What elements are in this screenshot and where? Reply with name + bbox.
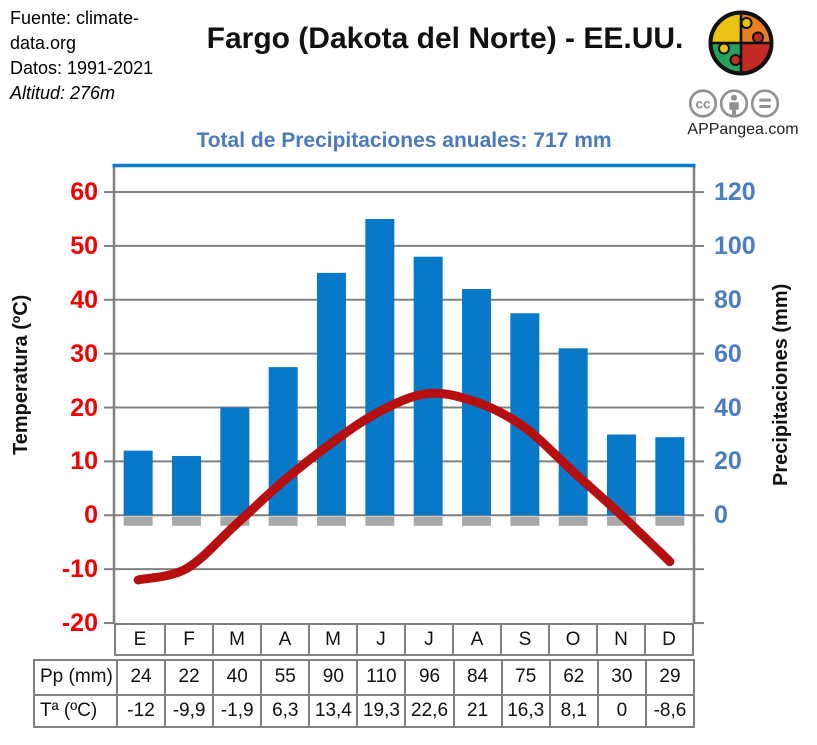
month-cell: O bbox=[548, 625, 596, 654]
month-cell: M bbox=[308, 625, 356, 654]
bar-base-stub bbox=[123, 516, 153, 526]
precip-value-cell: 30 bbox=[596, 661, 645, 694]
bar-base-stub bbox=[655, 516, 685, 526]
precipitation-bar bbox=[365, 218, 395, 516]
right-axis-tick-label: 0 bbox=[714, 501, 728, 530]
precipitation-bar bbox=[317, 272, 346, 516]
left-axis-tick-label: 0 bbox=[84, 501, 98, 530]
left-axis-tick-label: -20 bbox=[61, 609, 98, 638]
equal-icon bbox=[750, 89, 780, 118]
altitude-line: Altitud: 276m bbox=[10, 83, 116, 103]
bar-base-stub bbox=[510, 516, 540, 526]
precipitation-bar bbox=[413, 256, 443, 516]
precip-value-cell: 90 bbox=[308, 661, 356, 694]
precip-value-cell: 110 bbox=[356, 661, 404, 694]
right-axis-tick-label: 60 bbox=[714, 339, 742, 368]
month-cell: S bbox=[500, 625, 548, 654]
source-line: Fuente: climate- bbox=[10, 8, 140, 28]
precip-value-cell: 96 bbox=[404, 661, 452, 694]
right-axis-tick-label: 20 bbox=[714, 447, 742, 476]
left-axis-tick-label: 50 bbox=[70, 231, 98, 260]
right-axis-tick-label: 80 bbox=[714, 285, 742, 314]
page-title: Fargo (Dakota del Norte) - EE.UU. bbox=[206, 22, 684, 55]
bar-base-stub bbox=[558, 516, 588, 526]
chart-subtitle: Total de Precipitaciones anuales: 717 mm bbox=[196, 129, 612, 152]
source-line: Datos: 1991-2021 bbox=[10, 58, 154, 78]
month-cell: A bbox=[260, 625, 308, 654]
precipitation-bar bbox=[172, 456, 201, 516]
bar-base-stub bbox=[462, 516, 491, 526]
row-label-cell: Tª (ºC) bbox=[35, 693, 116, 727]
left-axis-tick-label: 60 bbox=[70, 178, 98, 207]
temperature-line bbox=[133, 388, 675, 585]
website-label: APPangea.com bbox=[687, 121, 799, 138]
right-axis-tick-label: 100 bbox=[714, 231, 756, 260]
precip-value-cell: 55 bbox=[260, 661, 308, 694]
precip-value-cell: 29 bbox=[644, 661, 693, 694]
left-axis-tick-label: 10 bbox=[70, 447, 98, 476]
right-axis-tick-label: 40 bbox=[714, 393, 742, 422]
temp-value-cell: -9,9 bbox=[164, 693, 213, 726]
climate-data-table: Pp (mm) 24 22 40 55 90 110 96 84 75 62 30 29 Tª (ºC) -… bbox=[33, 659, 695, 728]
precip-value-cell: 75 bbox=[500, 661, 549, 694]
row-label-cell: Pp (mm) bbox=[40, 666, 113, 688]
month-cell: F bbox=[164, 625, 212, 654]
appangea-logo bbox=[706, 8, 776, 78]
temp-value-cell: -1,9 bbox=[212, 693, 261, 726]
precipitation-bar bbox=[123, 450, 153, 516]
license-icons-svg: cc bbox=[688, 89, 780, 118]
data-source-block: Fuente: climate- data.org Datos: 1991-20… bbox=[10, 6, 182, 106]
bar-base-stub bbox=[317, 516, 346, 526]
month-cell: A bbox=[452, 625, 500, 654]
cc-icon: cc bbox=[688, 89, 718, 118]
month-cell: J bbox=[404, 625, 452, 654]
month-cell: E bbox=[133, 628, 147, 650]
bar-base-stub bbox=[413, 516, 443, 526]
temp-value-cell: 19,3 bbox=[356, 693, 405, 726]
temp-value-cell: 13,4 bbox=[308, 693, 357, 726]
temp-value-cell: 0 bbox=[596, 693, 645, 726]
temp-value-cell: 8,1 bbox=[548, 693, 597, 726]
month-cell: M bbox=[212, 625, 260, 654]
left-axis-tick-label: 20 bbox=[70, 393, 98, 422]
precipitation-bar bbox=[655, 437, 685, 516]
bar-base-stub bbox=[365, 516, 395, 526]
precip-value-cell: 40 bbox=[212, 661, 260, 694]
attribution-icon bbox=[719, 89, 749, 118]
source-line: data.org bbox=[10, 33, 77, 53]
bar-base-stub bbox=[268, 516, 298, 526]
precip-value-cell: 84 bbox=[452, 661, 501, 694]
temp-value-cell: -8,6 bbox=[644, 693, 693, 726]
precipitation-bar bbox=[220, 407, 250, 516]
left-axis-tick-label: 30 bbox=[70, 339, 98, 368]
precipitation-bar bbox=[558, 348, 588, 516]
month-cell: N bbox=[596, 625, 644, 654]
license-icons: cc bbox=[688, 88, 788, 122]
precip-value-cell: 24 bbox=[116, 661, 164, 694]
puzzle-logo-icon bbox=[708, 10, 774, 76]
month-cell: D bbox=[644, 625, 692, 654]
temp-value-cell: -12 bbox=[116, 693, 165, 726]
left-axis-tick-label: 40 bbox=[70, 285, 98, 314]
temp-value-cell: 21 bbox=[452, 693, 501, 726]
month-cell: J bbox=[356, 625, 404, 654]
precip-value-cell: 62 bbox=[548, 661, 597, 694]
bar-base-stub bbox=[172, 516, 201, 526]
svg-text:cc: cc bbox=[695, 97, 711, 112]
right-axis-tick-label: 120 bbox=[714, 178, 756, 207]
left-axis-tick-label: -10 bbox=[61, 555, 98, 584]
temp-value-cell: 16,3 bbox=[500, 693, 549, 726]
temp-value-cell: 6,3 bbox=[260, 693, 309, 726]
precipitation-bar bbox=[510, 313, 540, 516]
precip-value-cell: 22 bbox=[164, 661, 212, 694]
temp-value-cell: 22,6 bbox=[404, 693, 453, 726]
